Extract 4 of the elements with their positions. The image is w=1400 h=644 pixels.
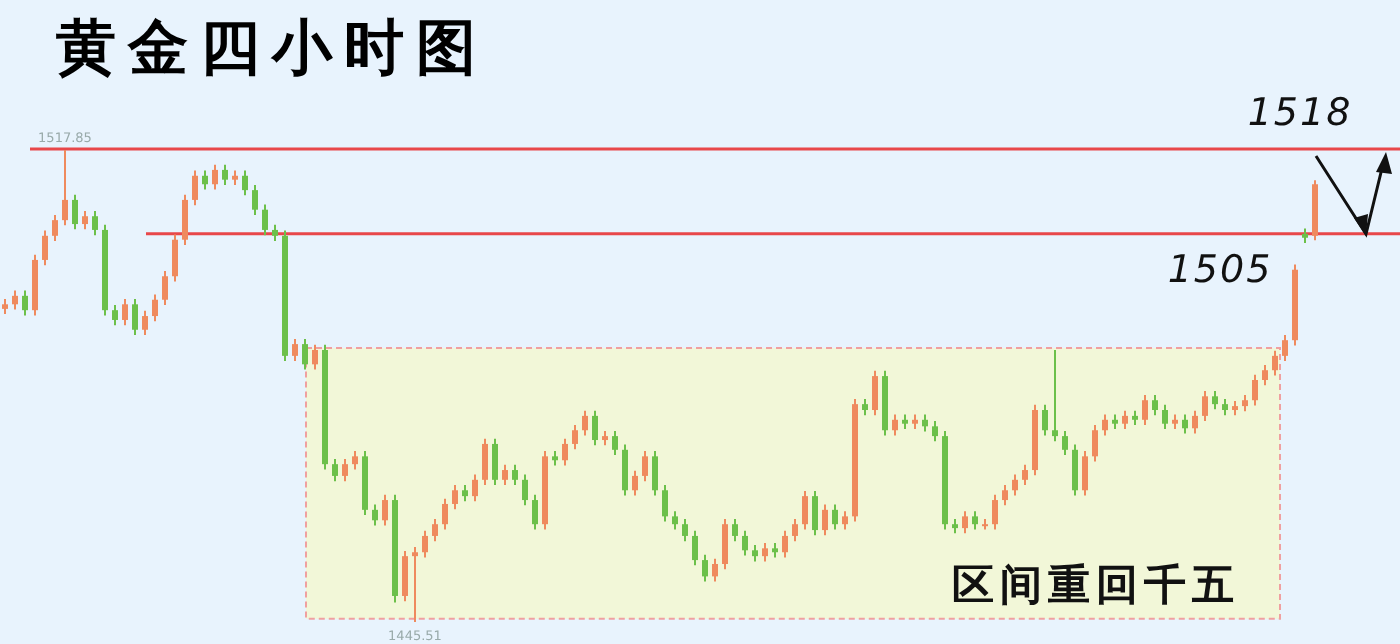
ref-line-label: 1518 [1247, 91, 1353, 136]
chart-title: 黄金四小时图 [56, 14, 488, 84]
band-label: 区间重回千五 [952, 558, 1240, 609]
ref-line-label: 1505 [1167, 247, 1273, 292]
